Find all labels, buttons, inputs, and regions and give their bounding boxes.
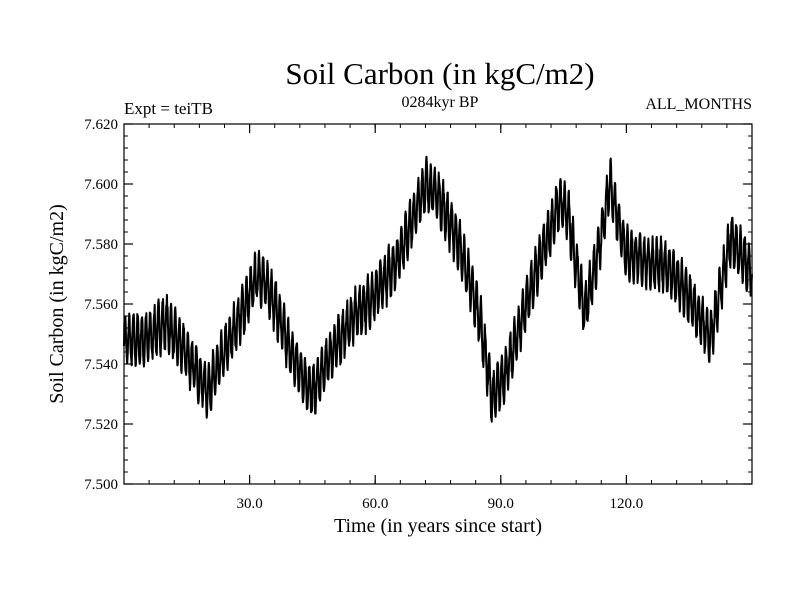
months-label: ALL_MONTHS [645,96,752,113]
y-axis-title: Soil Carbon (in kgC/m2) [46,204,68,403]
series-line-soil-carbon [123,155,753,423]
chart-subtitle: 0284kyr BP [402,94,479,111]
experiment-label: Expt = teiTB [124,99,213,118]
y-tick-label: 7.580 [84,237,118,253]
y-tick-label: 7.560 [84,297,118,313]
tick-labels: 30.0 60.0 90.0 120.0 7.500 7.520 7.540 7.560 7.5… [84,117,643,512]
y-tick-label: 7.540 [84,357,118,373]
x-axis-title: Time (in years since start) [334,515,542,537]
y-tick-label: 7.520 [84,417,118,433]
x-tick-label: 120.0 [610,496,644,512]
x-tick-label: 30.0 [236,496,262,512]
x-tick-label: 90.0 [488,496,514,512]
axis-ticks [124,123,752,485]
chart-title: Soil Carbon (in kgC/m2) [285,56,594,91]
y-tick-label: 7.600 [84,177,118,193]
y-tick-label: 7.500 [84,477,118,493]
y-tick-label: 7.620 [84,117,118,133]
plot-frame [123,123,753,485]
x-tick-label: 60.0 [362,496,388,512]
